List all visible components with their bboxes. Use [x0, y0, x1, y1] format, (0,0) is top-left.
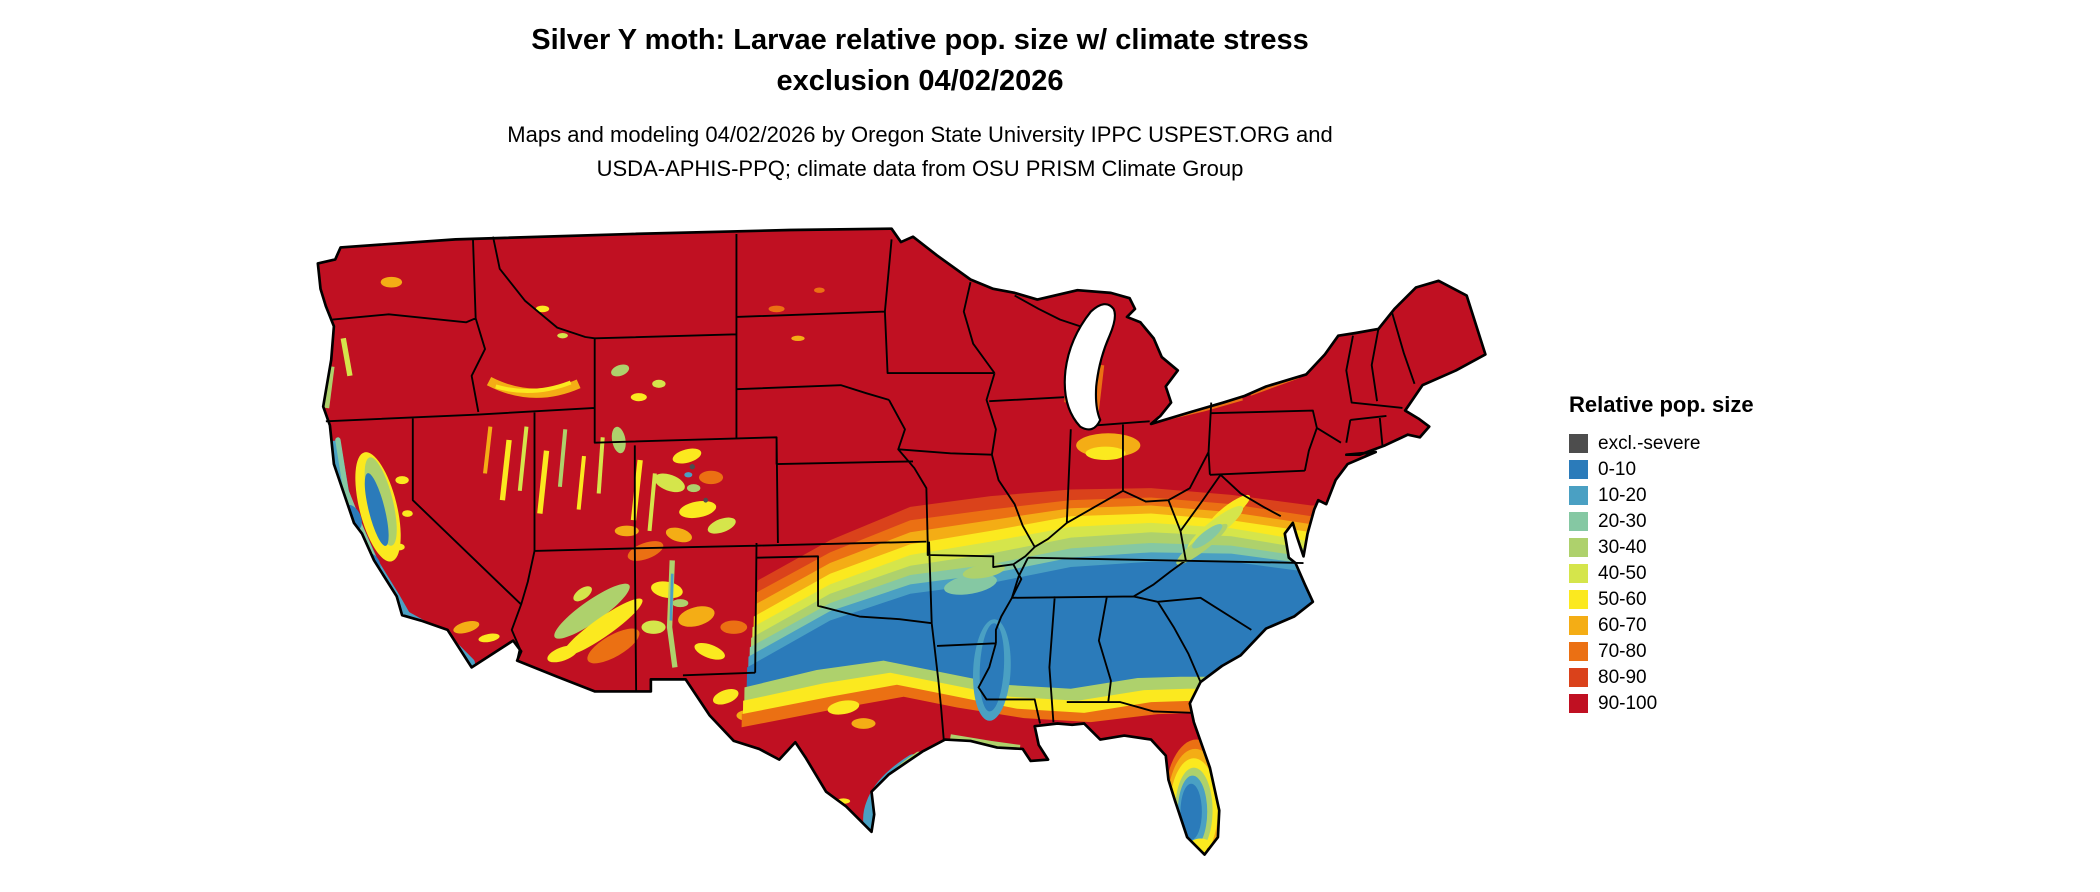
- legend-swatch-b40: [1569, 563, 1588, 583]
- legend-item: 60-70: [1569, 612, 1819, 638]
- legend-label: 40-50: [1598, 562, 1647, 584]
- us-outline: [316, 227, 1487, 856]
- us-map-svg: [316, 227, 1487, 856]
- legend-item: 20-30: [1569, 508, 1819, 534]
- legend-label: 60-70: [1598, 614, 1647, 636]
- legend-label: 80-90: [1598, 666, 1647, 688]
- credit-text: Maps and modeling 04/02/2026 by Oregon S…: [140, 118, 1700, 186]
- title-line-1: Silver Y moth: Larvae relative pop. size…: [531, 24, 1309, 56]
- legend-label: 30-40: [1598, 536, 1647, 558]
- legend-label: 70-80: [1598, 640, 1647, 662]
- legend-title: Relative pop. size: [1569, 392, 1754, 417]
- legend-swatch-b30: [1569, 537, 1588, 557]
- credit-line-1: Maps and modeling 04/02/2026 by Oregon S…: [507, 122, 1333, 147]
- legend-label: 90-100: [1598, 692, 1658, 714]
- state-borders: [325, 234, 1416, 740]
- legend-item: 80-90: [1569, 664, 1819, 690]
- legend-item: 90-100: [1569, 690, 1819, 716]
- legend-swatch-b70: [1569, 641, 1588, 661]
- legend-item: 10-20: [1569, 482, 1819, 508]
- header: Silver Y moth: Larvae relative pop. size…: [140, 20, 1700, 186]
- legend-item: 40-50: [1569, 560, 1819, 586]
- legend-item: 50-60: [1569, 586, 1819, 612]
- legend-swatch-b50: [1569, 589, 1588, 609]
- legend-item: excl.-severe: [1569, 430, 1819, 456]
- legend-item: 0-10: [1569, 456, 1819, 482]
- legend-label: excl.-severe: [1598, 432, 1701, 454]
- legend-swatch-b20: [1569, 511, 1588, 531]
- legend-swatch-b90: [1569, 693, 1588, 713]
- legend-swatch-b80: [1569, 667, 1588, 687]
- legend-label: 10-20: [1598, 484, 1647, 506]
- title-line-2: exclusion 04/02/2026: [776, 65, 1064, 97]
- lake-michigan: [1063, 303, 1116, 431]
- legend-swatch-b0: [1569, 459, 1588, 479]
- legend-items: excl.-severe 0-10 10-20 20-30 30-40 40-50 50-6…: [1569, 430, 1819, 716]
- legend-swatch-b10: [1569, 485, 1588, 505]
- legend-item: 30-40: [1569, 534, 1819, 560]
- legend-swatch-excl: [1569, 433, 1588, 453]
- credit-line-2: USDA-APHIS-PPQ; climate data from OSU PR…: [596, 156, 1244, 181]
- legend-label: 50-60: [1598, 588, 1647, 610]
- page-title: Silver Y moth: Larvae relative pop. size…: [140, 20, 1700, 102]
- map-legend: Relative pop. size excl.-severe 0-10 10-20…: [1569, 392, 1819, 716]
- legend-label: 0-10: [1598, 458, 1637, 480]
- us-choropleth-map: [308, 226, 1526, 884]
- raster-gulf-bands: [737, 660, 1486, 855]
- raster-appalachian-ozark: [944, 494, 1251, 595]
- legend-item: 70-80: [1569, 638, 1819, 664]
- legend-swatch-b60: [1569, 615, 1588, 635]
- legend-label: 20-30: [1598, 510, 1647, 532]
- raster-field: [317, 228, 1486, 855]
